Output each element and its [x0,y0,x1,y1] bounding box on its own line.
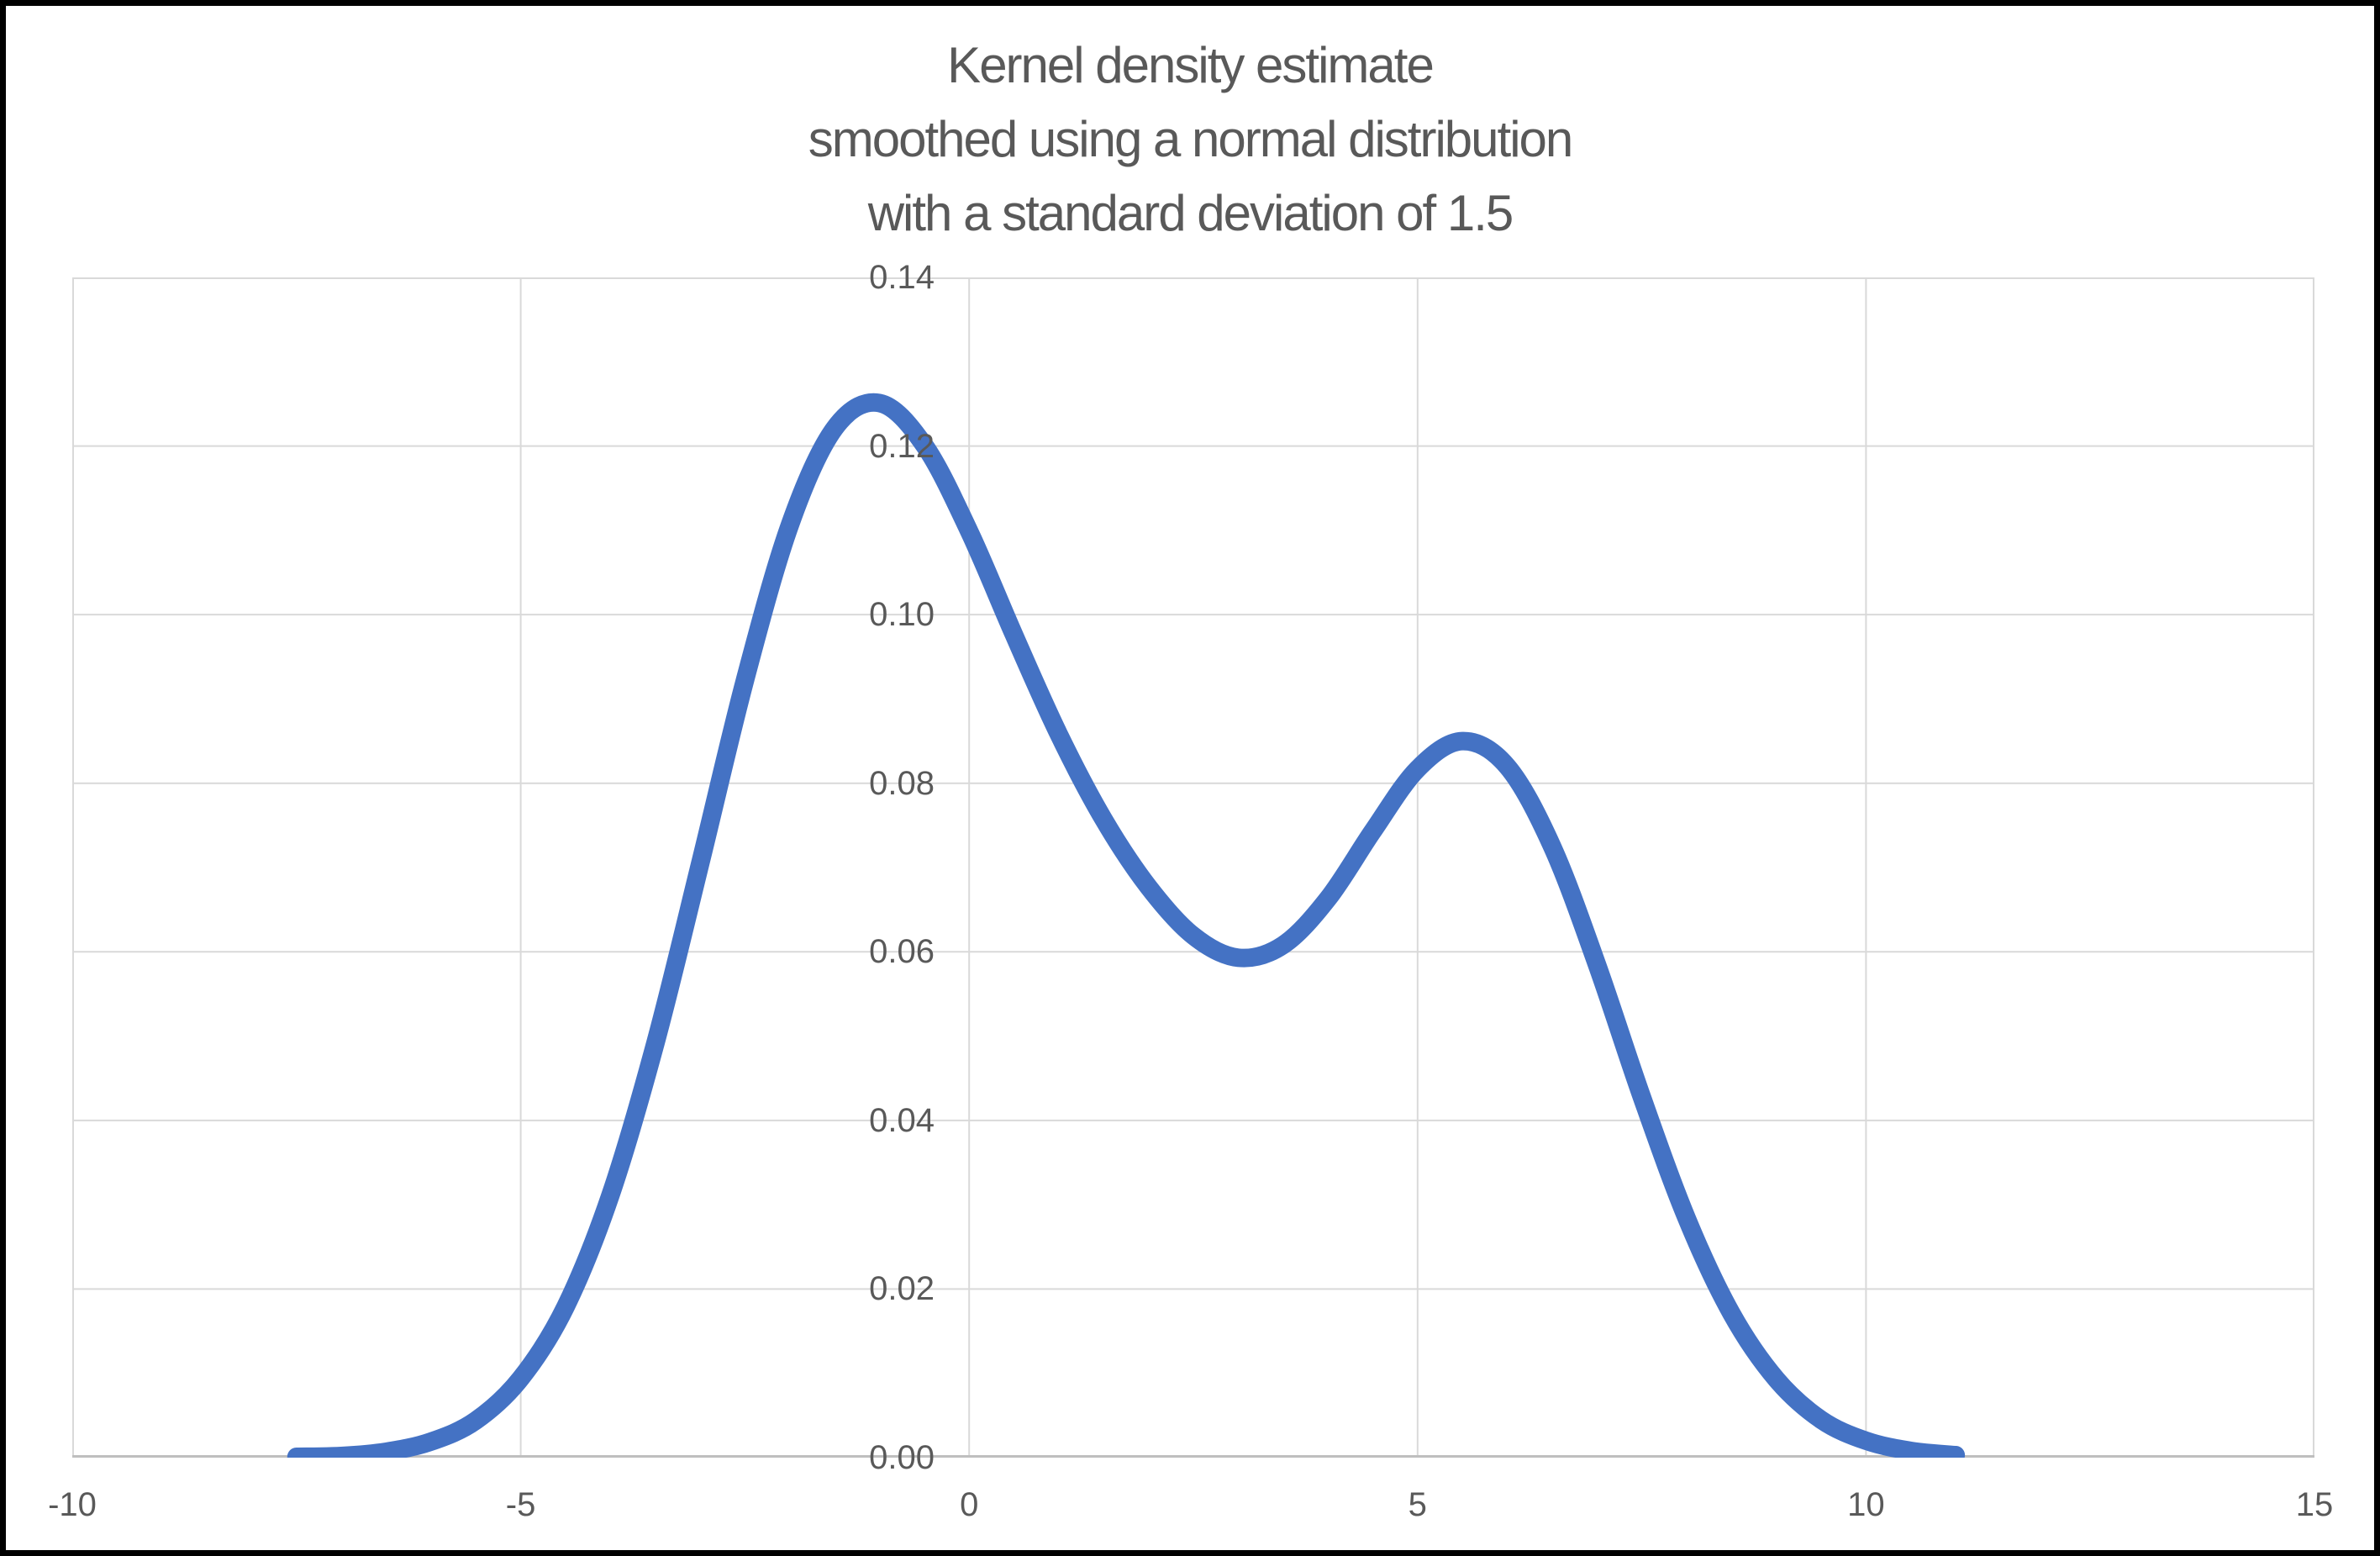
plot-area [72,277,2314,1458]
y-tick-label: 0.08 [869,764,935,802]
x-tick-label: 10 [1847,1486,1885,1523]
x-tick-label: -10 [48,1486,97,1523]
plot-border [72,277,2314,1458]
x-tick-label: 15 [2295,1486,2334,1523]
y-tick-label: 0.10 [869,596,935,634]
x-tick-label: 0 [960,1486,979,1523]
y-tick-label: 0.06 [869,933,935,971]
chart-title-line-3: with a standard deviation of 1.5 [867,185,1514,241]
kde-curve [287,393,1966,1458]
y-tick-label: 0.02 [869,1270,935,1308]
x-tick-label: 5 [1408,1486,1427,1523]
y-tick-label: 0.14 [869,259,935,296]
y-tick-label: 0.00 [869,1439,935,1476]
y-tick-label: 0.12 [869,427,935,465]
chart-title-line-1: Kernel density estimate [947,37,1435,93]
kde-curve-svg [72,277,2314,1458]
x-tick-label: -5 [505,1486,536,1523]
y-tick-label: 0.04 [869,1101,935,1139]
chart-title: Kernel density estimate smoothed using a… [0,29,2380,251]
chart-title-line-2: smoothed using a normal distribution [808,111,1574,167]
